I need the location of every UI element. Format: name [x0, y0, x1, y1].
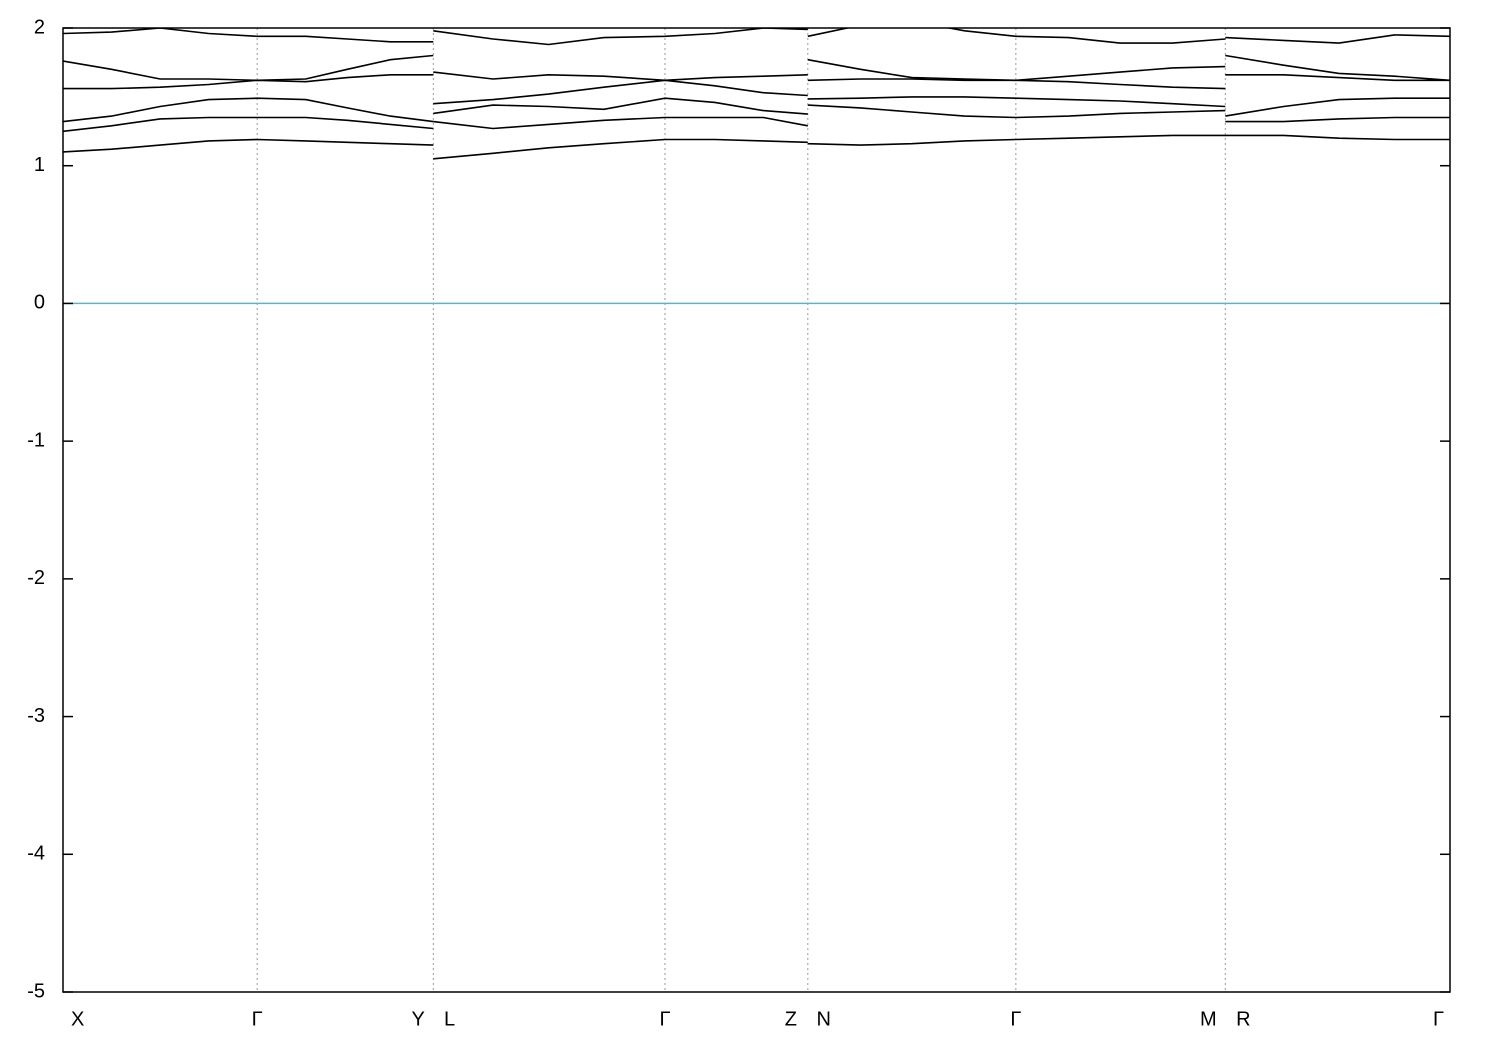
- y-tick-label: 2: [34, 16, 45, 38]
- x-tick-label: Γ: [659, 1008, 670, 1030]
- band-line: [63, 54, 1450, 82]
- tick-labels: 2 1 0 -1 -2 -3 -4 -5 X Γ Y L Γ Z N Γ M R Γ: [27, 16, 1450, 1030]
- y-tick-label: -4: [27, 843, 45, 865]
- x-tick-label: Γ: [1433, 1008, 1444, 1030]
- y-tick-label: -3: [27, 705, 45, 727]
- y-tick-label: 1: [34, 154, 45, 176]
- grid: [256, 28, 1226, 992]
- plot-area: [63, 28, 1450, 305]
- y-tick-label: -2: [27, 567, 45, 589]
- y-tick-label: -1: [27, 429, 45, 451]
- band-line: [63, 96, 1450, 123]
- x-tick-label: X: [71, 1008, 84, 1030]
- band-line: [63, 134, 1450, 160]
- y-tick-label: -5: [27, 980, 45, 1002]
- band-line: [63, 28, 1450, 46]
- x-tick-label: Y L: [411, 1008, 455, 1030]
- x-tick-label: Γ: [252, 1008, 263, 1030]
- x-tick-label: M R: [1200, 1008, 1251, 1030]
- y-tick-label: 0: [34, 292, 45, 314]
- x-tick-label: Γ: [1010, 1008, 1021, 1030]
- band-line: [63, 104, 1450, 133]
- x-tick-label: Z N: [785, 1008, 831, 1030]
- plot-frame: [62, 27, 1451, 993]
